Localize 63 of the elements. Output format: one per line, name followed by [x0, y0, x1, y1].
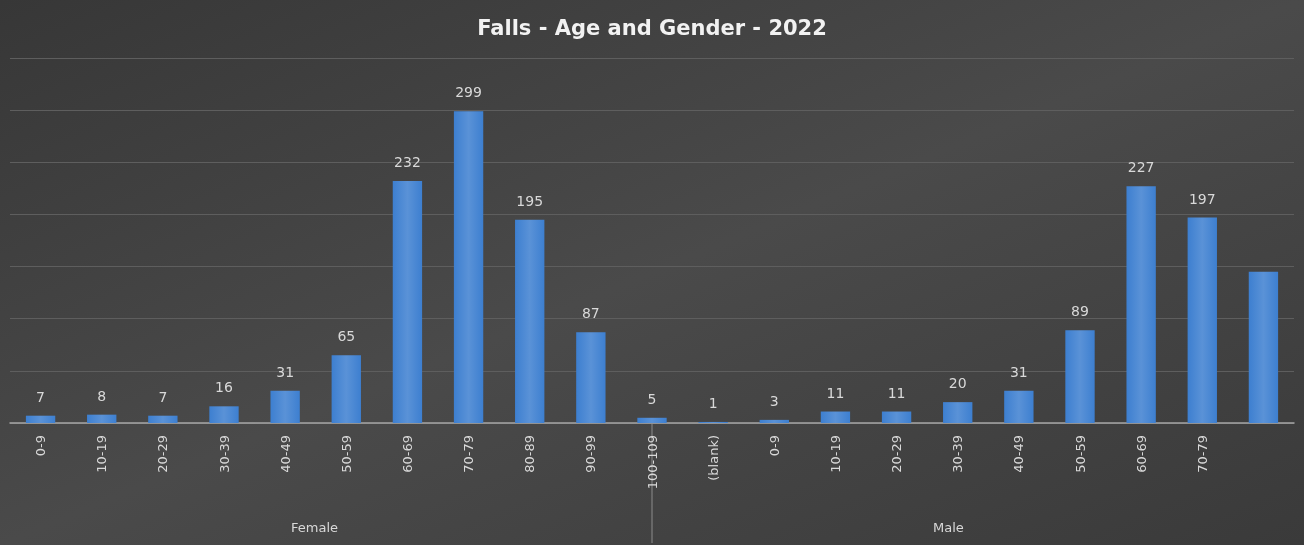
- bar: [881, 411, 912, 423]
- chart-title: Falls - Age and Gender - 2022: [477, 15, 827, 40]
- bar: [759, 419, 789, 423]
- x-tick-label: 20-29: [155, 435, 171, 473]
- x-tick-label: 60-69: [1133, 435, 1149, 473]
- x-tick-label: 50-59: [338, 435, 354, 473]
- data-label: 8: [97, 387, 107, 404]
- x-tick-label: 70-79: [461, 435, 477, 473]
- x-tick-label: 20-29: [889, 435, 905, 473]
- text: Male: [933, 520, 964, 535]
- data-label: 87: [581, 305, 600, 322]
- bar: [392, 181, 423, 423]
- bar: [1248, 271, 1279, 423]
- bar: [1126, 186, 1156, 423]
- x-tick-label: 60-69: [399, 435, 415, 473]
- x-tick-label: 0-9: [766, 435, 782, 457]
- data-label: 3: [769, 392, 779, 409]
- x-tick-label: 30-39: [216, 435, 232, 473]
- data-label: 227: [1127, 159, 1155, 176]
- bar: [943, 402, 973, 423]
- data-label: 195: [516, 192, 544, 209]
- bar: [209, 406, 239, 423]
- data-label: 11: [826, 384, 845, 401]
- data-label: 89: [1071, 303, 1089, 320]
- bar: [148, 415, 178, 423]
- data-label: 299: [455, 84, 482, 101]
- data-label: 31: [276, 363, 295, 380]
- bar: [1065, 330, 1095, 423]
- x-tick-label: 10-19: [827, 435, 843, 473]
- x-tick-label: 80-89: [522, 435, 538, 473]
- data-label: 1: [708, 394, 718, 411]
- data-label: 7: [36, 388, 46, 405]
- x-tick-label: 0-9: [33, 435, 49, 457]
- x-tick-label: 40-49: [1011, 435, 1027, 473]
- bar: [453, 111, 484, 423]
- x-tick-label: 30-39: [950, 435, 966, 473]
- data-label: 197: [1188, 190, 1216, 207]
- x-tick-label: 40-49: [277, 435, 293, 473]
- bar: [637, 417, 667, 423]
- x-tick-label: 90-99: [583, 435, 599, 473]
- x-tick-label: 70-79: [1194, 435, 1210, 473]
- x-tick-label: (blank): [705, 435, 721, 481]
- data-label: 20: [948, 375, 967, 392]
- data-label: 65: [337, 328, 356, 345]
- data-label: 11: [887, 384, 906, 401]
- bar: [515, 219, 545, 423]
- bar: [576, 332, 606, 423]
- bar: [25, 415, 56, 423]
- x-tick-label: 50-59: [1072, 435, 1088, 473]
- data-label: 31: [1009, 363, 1028, 380]
- bar: [331, 355, 361, 423]
- bar: [1004, 390, 1034, 423]
- text: Female: [291, 520, 339, 535]
- bar: [87, 414, 117, 423]
- data-label: 16: [215, 379, 233, 396]
- data-label: 7: [158, 388, 168, 405]
- data-label: 5: [647, 390, 657, 407]
- bar: [820, 411, 851, 423]
- x-tick-label: 100-109: [644, 435, 660, 490]
- bar: [1187, 217, 1217, 423]
- data-label: 232: [394, 154, 421, 171]
- x-tick-label: 10-19: [94, 435, 110, 473]
- bar: [270, 390, 300, 423]
